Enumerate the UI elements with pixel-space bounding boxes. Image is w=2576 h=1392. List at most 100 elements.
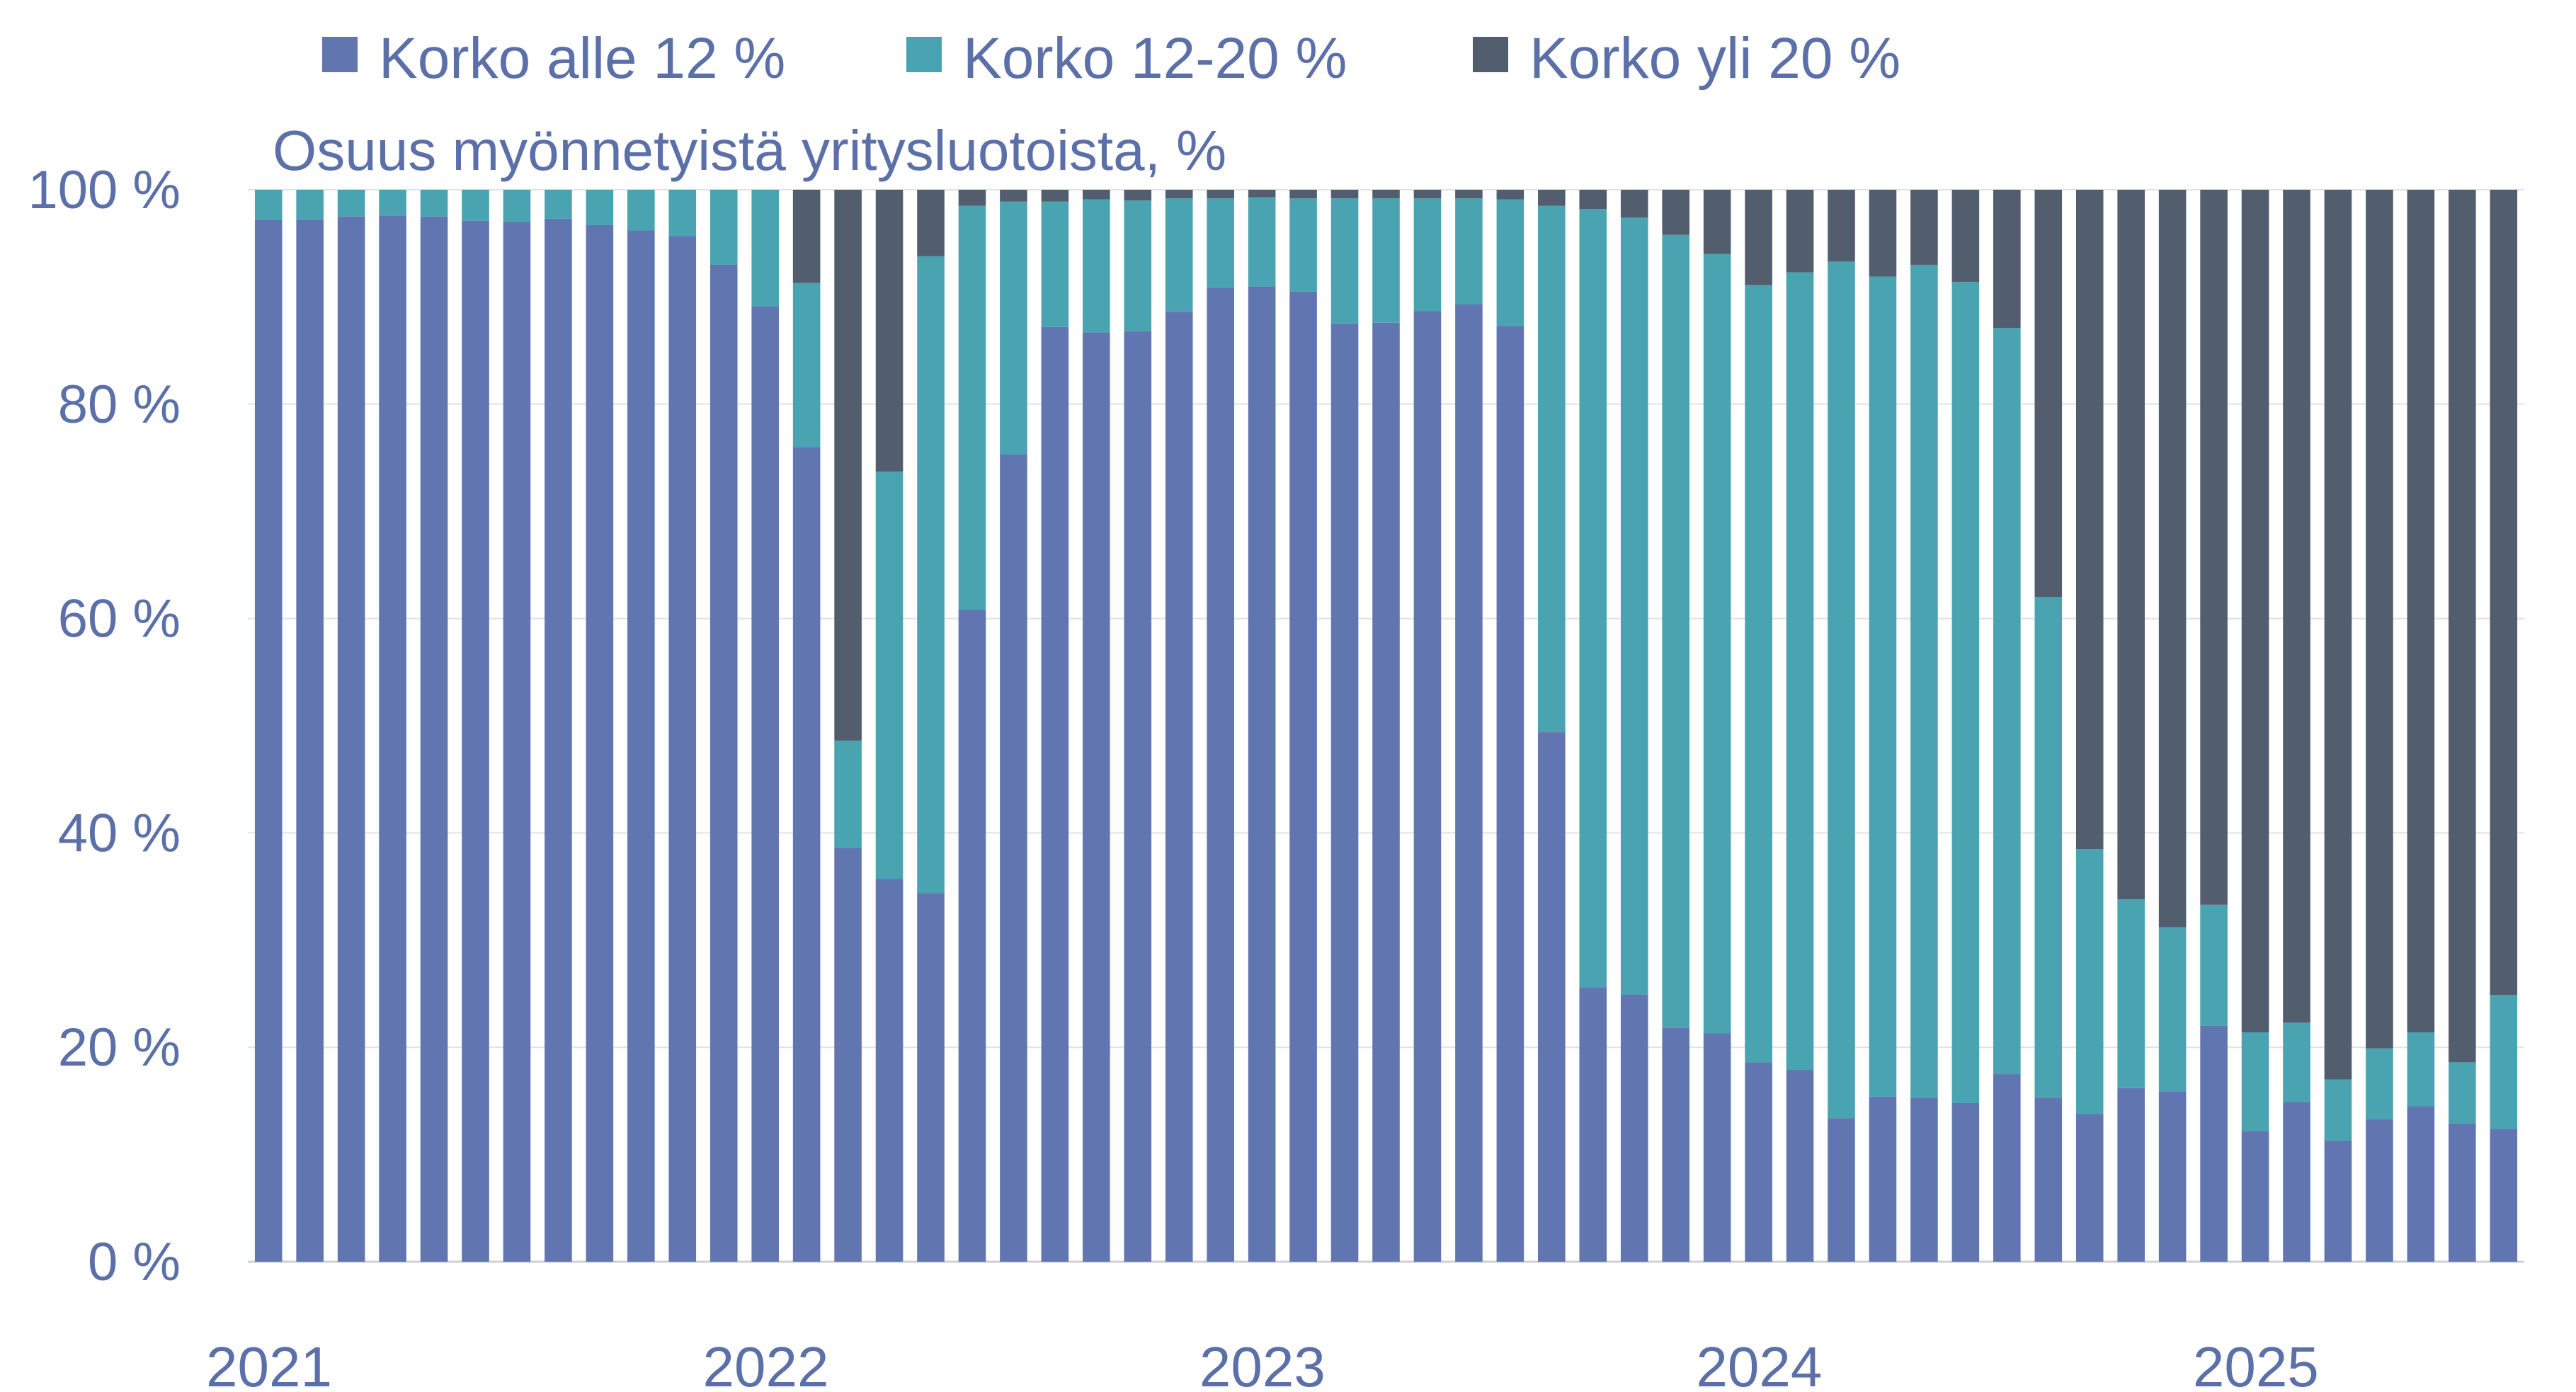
y-tick-label: 60 %	[58, 589, 181, 649]
bar-segment	[1207, 287, 1234, 1262]
bar-segment	[958, 190, 986, 206]
bar-segment	[586, 190, 614, 225]
bar-segment	[2366, 190, 2393, 1049]
bar-segment	[2075, 849, 2104, 1114]
legend-swatch	[322, 37, 358, 72]
bar-segment	[2075, 190, 2104, 850]
x-tick-label: 2025	[2193, 1335, 2319, 1392]
legend-swatch	[906, 37, 942, 72]
bar-segment	[627, 230, 655, 1262]
bar-segment	[1496, 326, 1524, 1262]
x-tick-label: 2022	[702, 1335, 828, 1392]
bar-segment	[420, 190, 448, 217]
bar-segment	[1828, 190, 1855, 262]
bar-segment	[296, 219, 324, 1262]
bar-segment	[1041, 190, 1069, 202]
bar-segment	[1538, 205, 1566, 733]
bar-segment	[503, 222, 531, 1262]
bar-segment	[834, 741, 862, 848]
bar-segment	[1000, 201, 1027, 455]
bar-segment	[1083, 199, 1110, 333]
bar-segment	[1124, 190, 1152, 201]
bar-segment	[2324, 1079, 2352, 1141]
bar-segment	[2449, 190, 2476, 1063]
bar-segment	[627, 190, 655, 231]
bar-segment	[1745, 190, 1772, 285]
bar-segment	[2200, 1025, 2228, 1262]
bar-segment	[2490, 995, 2518, 1129]
bar-segment	[2034, 190, 2063, 598]
bar-segment	[1993, 328, 2021, 1075]
bar-segment	[1083, 190, 1110, 200]
bar-segment	[462, 190, 489, 221]
y-tick-label: 100 %	[28, 160, 181, 220]
bar-segment	[1165, 198, 1193, 312]
bar-segment	[709, 264, 738, 1262]
bar-segment	[1330, 324, 1359, 1262]
bar-segment	[1455, 198, 1483, 304]
bar-segment	[1662, 190, 1689, 235]
bar-segment	[1620, 217, 1648, 995]
bar-segment	[2283, 1022, 2310, 1102]
y-tick-label: 80 %	[58, 375, 181, 435]
bar-segment	[1579, 190, 1607, 210]
bar-segment	[1786, 272, 1814, 1070]
y-tick-label: 20 %	[58, 1017, 181, 1078]
bar-segment	[2241, 1131, 2269, 1262]
legend: Korko alle 12 % Korko 12-20 % Korko yli 20…	[322, 26, 1900, 91]
bar-segment	[1662, 1027, 1689, 1262]
bar-segment	[668, 190, 697, 236]
bar-segment	[1910, 264, 1938, 1098]
y-axis-ticks: 0 % 20 % 40 % 60 % 80 % 100 %	[28, 160, 181, 1292]
bar-segment	[1165, 190, 1193, 199]
bar-segment	[1538, 190, 1566, 206]
bar-segment	[751, 307, 779, 1262]
bar-segment	[337, 190, 365, 217]
bar-segment	[1910, 190, 1938, 265]
bar-segment	[875, 190, 904, 472]
bar-segment	[1372, 198, 1400, 323]
bar-segment	[875, 472, 904, 879]
bar-segment	[254, 219, 283, 1262]
bar-segment	[1579, 209, 1607, 988]
bar-segment	[668, 236, 697, 1262]
bar-segment	[1124, 331, 1152, 1262]
bar-segment	[2283, 190, 2310, 1023]
bar-segment	[2366, 1048, 2393, 1119]
bar-segment	[2407, 1106, 2435, 1262]
bar-segment	[1745, 285, 1772, 1063]
bar-segment	[1455, 304, 1483, 1262]
bar-segment	[792, 283, 821, 447]
bar-segment	[2075, 1114, 2104, 1262]
bar-segment	[2117, 1088, 2145, 1262]
bar-segment	[545, 190, 572, 219]
x-axis-ticks: 2021 2022 2023 2024 2025	[206, 1335, 2319, 1392]
bar-segment	[1083, 332, 1110, 1262]
bar-segment	[1372, 190, 1400, 199]
bar-segment	[1579, 987, 1607, 1262]
y-tick-label: 40 %	[58, 803, 181, 863]
bar-segment	[917, 190, 945, 256]
bar-segment	[254, 190, 283, 220]
bar-segment	[2490, 190, 2518, 995]
bar-segment	[2158, 1091, 2187, 1262]
bar-segment	[751, 190, 779, 307]
bar-segment	[420, 216, 448, 1262]
x-tick-label: 2021	[206, 1335, 332, 1392]
bar-segment	[1289, 291, 1317, 1262]
bar-segment	[958, 610, 986, 1262]
bar-segment	[586, 224, 614, 1262]
bar-segment	[2034, 1097, 2063, 1262]
bar-segment	[1951, 1102, 1980, 1262]
bar-segment	[1993, 1074, 2021, 1262]
bar-segment	[2449, 1062, 2476, 1124]
bar-segment	[2117, 190, 2145, 900]
bar-segment	[2034, 597, 2063, 1098]
bar-segment	[1993, 190, 2021, 329]
bar-segment	[1703, 190, 1731, 254]
bar-segment	[1620, 190, 1648, 218]
bar-segment	[1786, 1069, 1814, 1262]
bar-segment	[2407, 1032, 2435, 1107]
bars	[254, 190, 2518, 1262]
